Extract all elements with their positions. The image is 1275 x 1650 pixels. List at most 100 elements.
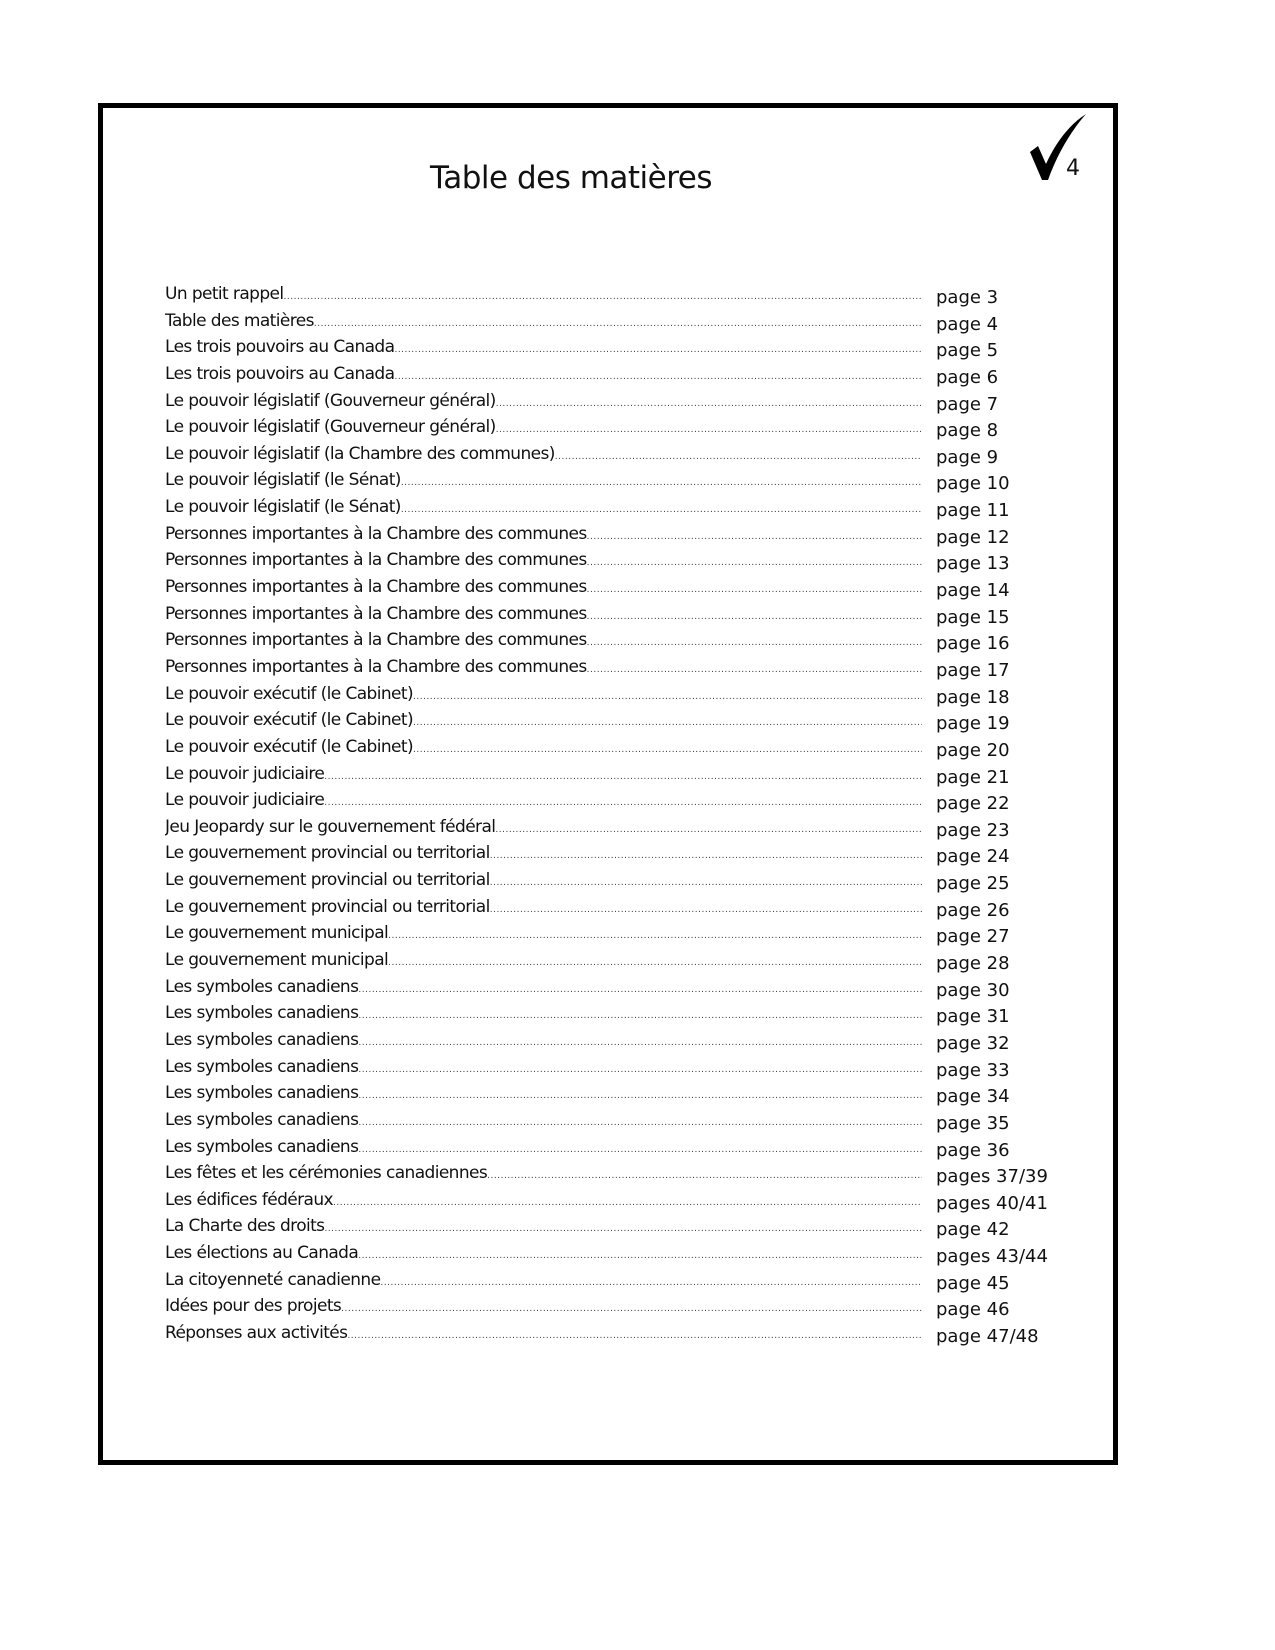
dot-leader [495,817,922,843]
toc-entry-page: page 5 [936,340,999,362]
toc-entry-label: Les édifices fédéraux [165,1189,334,1210]
toc-entry-label: Le pouvoir législatif (le Sénat) [165,470,401,491]
toc-entry-page: page 11 [936,500,1010,522]
toc-entry-label: Le pouvoir législatif (Gouverneur généra… [165,417,496,438]
toc-entry-label: Les trois pouvoirs au Canada [165,337,395,358]
dot-leader [394,364,922,390]
toc-entry-page: page 34 [936,1086,1010,1108]
toc-entry: Le pouvoir judiciaire page 21 [165,764,1065,791]
dot-leader [587,524,922,550]
toc-entry-label-line: Les édifices fédéraux [165,1190,922,1216]
toc-entry-label: Le gouvernement municipal [165,950,389,971]
toc-entry: Les trois pouvoirs au Canada page 6 [165,364,1065,391]
toc-entry-label: Table des matières [165,310,314,331]
toc-entry-label-line: Personnes importantes à la Chambre des c… [165,524,922,550]
toc-entry-label-line: Le gouvernement municipal [165,950,922,976]
dot-leader [496,417,922,443]
toc-entry-page: page 14 [936,580,1010,602]
toc-entry-page: page 21 [936,766,1010,788]
toc-entry-page: page 42 [936,1219,1010,1241]
toc-entry-label-line: Jeu Jeopardy sur le gouvernement fédéral [165,817,922,843]
dot-leader [284,284,922,310]
toc-entry-label-line: Le pouvoir législatif (le Sénat) [165,497,922,523]
toc-entry-label: Idées pour des projets [165,1296,342,1317]
toc-entry-page: page 32 [936,1032,1010,1054]
toc-entry-label: Les symboles canadiens [165,1109,359,1130]
toc-entry-label: Un petit rappel [165,284,284,304]
toc-entry-page: page 28 [936,953,1010,975]
toc-entry: La Charte des droits page 42 [165,1216,1065,1243]
toc-entry: Les élections au Canada pages 43/44 [165,1243,1065,1270]
toc-entry-label: La Charte des droits [165,1216,325,1237]
toc-entry-page: page 26 [936,899,1010,921]
toc-entry: Le gouvernement municipal page 27 [165,923,1065,950]
toc-entry-page: pages 37/39 [936,1166,1048,1188]
toc-entry: Le gouvernement provincial ou territoria… [165,870,1065,897]
toc-entry: Les symboles canadiens page 31 [165,1003,1065,1030]
toc-entry-label: Personnes importantes à la Chambre des c… [165,577,587,598]
toc-entry-label: Les fêtes et les cérémonies canadiennes [165,1163,488,1184]
toc-entry-page: page 45 [936,1272,1010,1294]
toc-entry-label-line: Le pouvoir législatif (Gouverneur généra… [165,417,922,443]
dot-leader [413,710,922,736]
dot-leader [388,923,922,949]
toc-entry-page: page 10 [936,473,1010,495]
toc-entry: Jeu Jeopardy sur le gouvernement fédéral… [165,817,1065,844]
table-of-contents: Un petit rappel page 3 Table des matières p… [165,284,1065,1350]
toc-entry-label: Le pouvoir législatif (le Sénat) [165,497,401,518]
toc-entry-label-line: Le gouvernement provincial ou territoria… [165,870,922,896]
toc-entry-label-line: Le pouvoir législatif (le Sénat) [165,470,922,496]
toc-entry: Le pouvoir législatif (Gouverneur généra… [165,391,1065,418]
toc-entry-label-line: Le pouvoir judiciaire [165,764,922,790]
toc-entry-label: Personnes importantes à la Chambre des c… [165,523,587,544]
toc-entry-label: Le pouvoir judiciaire [165,763,325,784]
page-title: Table des matières [429,160,713,196]
toc-entry-label-line: Les symboles canadiens [165,977,922,1003]
toc-entry-label-line: Réponses aux activités [165,1323,922,1349]
dot-leader [413,737,922,763]
toc-entry: Les symboles canadiens page 30 [165,977,1065,1004]
toc-entry: Personnes importantes à la Chambre des c… [165,524,1065,551]
toc-entry-label-line: Les symboles canadiens [165,1003,922,1029]
dot-leader [358,1083,922,1109]
toc-entry-page: page 16 [936,633,1010,655]
toc-entry: Le pouvoir législatif (la Chambre des co… [165,444,1065,471]
toc-entry: Personnes importantes à la Chambre des c… [165,630,1065,657]
toc-entry-label: Réponses aux activités [165,1322,348,1343]
dot-leader [490,843,922,869]
toc-entry-label-line: Les symboles canadiens [165,1110,922,1136]
toc-entry: Le pouvoir judiciaire page 22 [165,790,1065,817]
toc-entry-page: page 22 [936,793,1010,815]
toc-entry-label: Le pouvoir exécutif (le Cabinet) [165,736,414,757]
toc-entry-page: page 31 [936,1006,1010,1028]
toc-entry-page: page 30 [936,979,1010,1001]
dot-leader [333,1190,922,1216]
toc-entry: Le pouvoir législatif (le Sénat) page 11 [165,497,1065,524]
dot-leader [347,1323,922,1349]
toc-entry-label-line: Les symboles canadiens [165,1083,922,1109]
toc-entry: Les trois pouvoirs au Canada page 5 [165,337,1065,364]
toc-entry: Les symboles canadiens page 33 [165,1057,1065,1084]
dot-leader [587,657,922,683]
toc-entry-label-line: Les fêtes et les cérémonies canadiennes [165,1163,922,1189]
toc-entry-page: page 13 [936,553,1010,575]
toc-entry-label-line: Le pouvoir exécutif (le Cabinet) [165,710,922,736]
dot-leader [358,1057,922,1083]
toc-entry-label-line: Le pouvoir exécutif (le Cabinet) [165,684,922,710]
toc-entry: Réponses aux activités page 47/48 [165,1323,1065,1350]
dot-leader [358,1137,922,1163]
dot-leader [490,897,922,923]
toc-entry-label-line: Les symboles canadiens [165,1057,922,1083]
toc-entry-label: Le pouvoir législatif (la Chambre des co… [165,443,555,464]
dot-leader [341,1296,922,1322]
toc-entry-label: Le pouvoir exécutif (le Cabinet) [165,683,414,704]
toc-entry-label: Les symboles canadiens [165,1136,359,1157]
toc-entry-page: page 36 [936,1139,1010,1161]
toc-entry-label-line: Les élections au Canada [165,1243,922,1269]
toc-entry-label-line: Le gouvernement municipal [165,923,922,949]
toc-entry-label: Les symboles canadiens [165,1083,359,1104]
toc-entry-page: pages 40/41 [936,1192,1048,1214]
dot-leader [496,391,922,417]
toc-entry-label-line: Le pouvoir législatif (la Chambre des co… [165,444,922,470]
dot-leader [587,577,922,603]
